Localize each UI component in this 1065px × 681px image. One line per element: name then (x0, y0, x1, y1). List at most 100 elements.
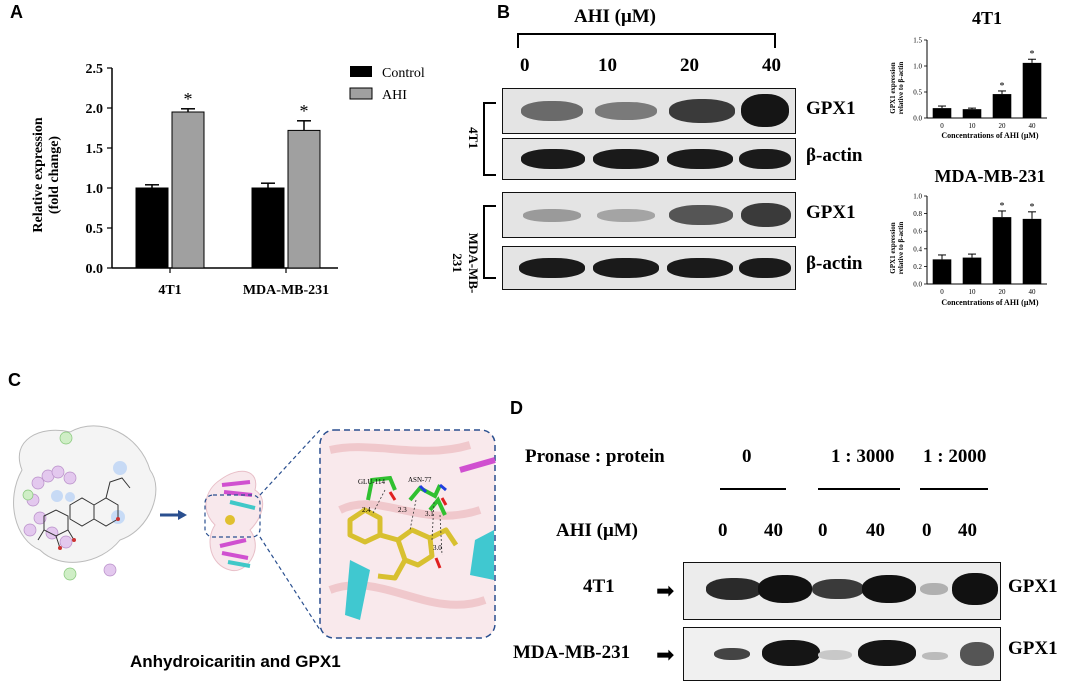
chart-b2-mda: MDA-MB-231 GPX1 expression relative to β… (889, 166, 1047, 307)
y-tick-label: 1.0 (913, 63, 922, 71)
significance-star: * (1030, 49, 1035, 60)
y-tick-label: 2.0 (86, 102, 104, 117)
bar (287, 129, 321, 269)
blot-b-mda-gpx1 (502, 192, 796, 238)
binding-site-detail (328, 441, 496, 620)
band (519, 258, 585, 278)
band (667, 149, 733, 169)
chart-a-ylabel-line2: (fold change) (47, 136, 62, 215)
ligand-interaction-diagram (13, 425, 157, 581)
chart-b1-ylabel-line1: GPX1 expression (889, 62, 897, 114)
blot-b-cellline-mda: MDA-MB-231 (450, 232, 481, 294)
bar (135, 187, 169, 269)
blot-b-conc-10: 10 (598, 55, 617, 76)
blot-b-conc-0: 0 (520, 55, 530, 76)
blot-d-label-gpx1-4t1: GPX1 (1008, 576, 1058, 597)
pronase-ratio-0: 0 (742, 446, 752, 467)
band (595, 102, 657, 120)
pronase-label: Pronase : protein (525, 446, 665, 467)
chart-b2-ylabel-line1: GPX1 expression (889, 222, 897, 274)
blot-b-4t1-actin (502, 138, 796, 180)
zoom-outline-small (204, 494, 261, 538)
x-tick-label: 0 (940, 288, 944, 296)
band (521, 101, 583, 121)
x-tick-label: MDA-MB-231 (243, 283, 329, 298)
y-tick-label: 0.5 (913, 89, 922, 97)
legend-swatch-control (350, 66, 372, 77)
blot-b-mda-actin (502, 246, 796, 290)
chart-b2-title: MDA-MB-231 (935, 166, 1046, 186)
arrow-right-icon: ➡ (656, 642, 675, 667)
y-tick-label: 1.0 (86, 182, 104, 197)
blot-b-bracket-mda (483, 205, 496, 279)
distance-label: 3.1 (425, 510, 434, 518)
band (714, 648, 750, 660)
y-tick-label: 2.5 (86, 62, 104, 77)
panel-letter-d: D (510, 398, 523, 418)
chart-a-ylabel-line1: Relative expression (31, 117, 46, 232)
blot-d-label-gpx1-mda: GPX1 (1008, 638, 1058, 659)
ahi-label-d: AHI (μM) (556, 520, 639, 541)
ratio-divider (920, 488, 988, 490)
band (597, 209, 655, 222)
band (523, 209, 581, 222)
blot-b-label-actin-4t1: β-actin (806, 145, 863, 166)
ahi-value: 40 (866, 520, 885, 541)
significance-star: * (184, 89, 193, 109)
bar (932, 259, 952, 284)
y-tick-label: 0.0 (913, 115, 922, 123)
band (739, 149, 791, 169)
panel-letter-c: C (8, 370, 21, 390)
band (858, 640, 916, 666)
band (667, 258, 733, 278)
chart-b1-ylabel-line2: relative to β-actin (897, 62, 905, 115)
pronase-ratio-2000: 1 : 2000 (923, 446, 987, 467)
blot-b-4t1-gpx1 (502, 88, 796, 134)
docking-illustration: GLU-114 ASN-77 2.4 2.3 3.1 3.0 (13, 425, 496, 639)
significance-star: * (1000, 201, 1005, 212)
chart-b2-ylabel-line2: relative to β-actin (897, 222, 905, 275)
band (706, 578, 762, 600)
y-tick-label: 1.0 (913, 193, 922, 201)
x-tick-label: 40 (1029, 122, 1037, 130)
band (669, 205, 733, 225)
y-tick-label: 0.4 (913, 245, 922, 253)
x-tick-label: 10 (969, 288, 977, 296)
band (960, 642, 994, 666)
bar (992, 94, 1012, 118)
band (758, 575, 812, 603)
arrow-right-icon: ➡ (656, 578, 675, 603)
x-tick-label: 10 (969, 122, 977, 130)
band (521, 149, 585, 169)
band (762, 640, 820, 666)
pronase-ratio-3000: 1 : 3000 (831, 446, 895, 467)
band (862, 575, 916, 603)
blot-b-label-gpx1-4t1: GPX1 (806, 98, 856, 119)
bar (962, 257, 982, 284)
legend-label-control: Control (382, 66, 425, 81)
residue-label-glu114: GLU-114 (358, 478, 385, 486)
panel-c-caption: Anhydroicaritin and GPX1 (130, 652, 341, 671)
ratio-divider (818, 488, 900, 490)
bar (932, 108, 952, 118)
legend-swatch-ahi (349, 87, 373, 100)
significance-star: * (1000, 81, 1005, 92)
y-tick-label: 0.2 (913, 263, 922, 271)
blot-b-header-bracket (517, 33, 776, 48)
blot-b-label-gpx1-mda: GPX1 (806, 202, 856, 223)
band (812, 579, 864, 599)
y-tick-label: 1.5 (913, 37, 922, 45)
blot-b-cellline-4t1: 4T1 (465, 127, 481, 149)
ahi-value: 40 (958, 520, 977, 541)
chart-b2-xlabel: Concentrations of AHI (μM) (941, 298, 1039, 307)
ratio-divider (720, 488, 786, 490)
band (922, 652, 948, 660)
distance-label: 2.4 (362, 506, 371, 514)
legend-label-ahi: AHI (382, 88, 407, 103)
ahi-value: 0 (922, 520, 932, 541)
x-tick-label: 20 (999, 288, 1007, 296)
y-tick-label: 0.0 (913, 281, 922, 289)
y-tick-label: 0.5 (86, 222, 104, 237)
panel-letter-b: B (497, 2, 510, 22)
bar (962, 109, 982, 118)
